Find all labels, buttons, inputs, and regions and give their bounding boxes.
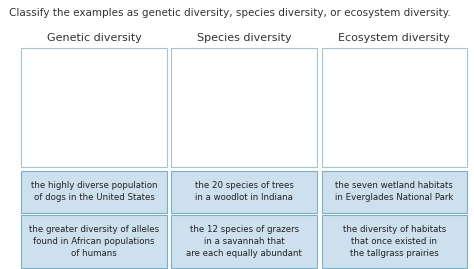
Text: the greater diversity of alleles
found in African populations
of humans: the greater diversity of alleles found i… xyxy=(29,225,159,258)
Text: Ecosystem diversity: Ecosystem diversity xyxy=(338,33,450,43)
FancyBboxPatch shape xyxy=(21,48,167,167)
Text: Classify the examples as genetic diversity, species diversity, or ecosystem dive: Classify the examples as genetic diversi… xyxy=(9,8,451,18)
Text: the seven wetland habitats
in Everglades National Park: the seven wetland habitats in Everglades… xyxy=(335,181,454,202)
FancyBboxPatch shape xyxy=(21,215,167,268)
Text: Species diversity: Species diversity xyxy=(197,33,292,43)
FancyBboxPatch shape xyxy=(321,48,467,167)
FancyBboxPatch shape xyxy=(172,215,317,268)
Text: Genetic diversity: Genetic diversity xyxy=(46,33,141,43)
FancyBboxPatch shape xyxy=(172,171,317,213)
FancyBboxPatch shape xyxy=(172,48,317,167)
Text: the 20 species of trees
in a woodlot in Indiana: the 20 species of trees in a woodlot in … xyxy=(195,181,293,202)
FancyBboxPatch shape xyxy=(321,215,467,268)
Text: the highly diverse population
of dogs in the United States: the highly diverse population of dogs in… xyxy=(31,181,157,202)
Text: the diversity of habitats
that once existed in
the tallgrass prairies: the diversity of habitats that once exis… xyxy=(343,225,446,258)
FancyBboxPatch shape xyxy=(321,171,467,213)
FancyBboxPatch shape xyxy=(21,171,167,213)
Text: the 12 species of grazers
in a savannah that
are each equally abundant: the 12 species of grazers in a savannah … xyxy=(186,225,302,258)
